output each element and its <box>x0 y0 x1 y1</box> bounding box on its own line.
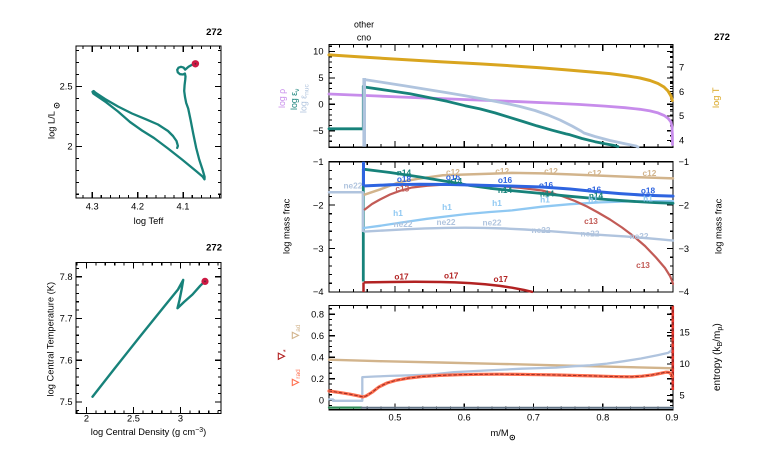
svg-text:o16: o16 <box>498 175 513 185</box>
svg-text:n14: n14 <box>498 185 513 195</box>
svg-text:ne22: ne22 <box>483 218 502 228</box>
svg-text:ne22: ne22 <box>394 219 413 229</box>
svg-text:7.6: 7.6 <box>60 356 73 366</box>
svg-text:0.8: 0.8 <box>311 309 324 319</box>
svg-text:other: other <box>354 19 374 29</box>
svg-text:−1: −1 <box>313 157 324 167</box>
svg-text:5: 5 <box>318 73 323 83</box>
svg-text:10: 10 <box>313 47 323 57</box>
svg-text:3: 3 <box>178 414 183 424</box>
svg-text:cno: cno <box>357 33 371 43</box>
svg-text:−4: −4 <box>679 287 690 297</box>
svg-text:0: 0 <box>318 100 323 110</box>
svg-text:h1: h1 <box>643 194 653 204</box>
svg-text:15: 15 <box>680 328 690 338</box>
svg-text:272: 272 <box>206 27 222 38</box>
svg-text:c12: c12 <box>495 166 509 176</box>
svg-text:c12: c12 <box>642 168 656 178</box>
svg-text:0.7: 0.7 <box>527 413 540 423</box>
svg-text:log Central Density (g cm−3): log Central Density (g cm−3) <box>91 427 206 437</box>
svg-text:0.2: 0.2 <box>311 374 324 384</box>
svg-text:o16: o16 <box>539 180 554 190</box>
svg-text:log mass frac: log mass frac <box>714 198 724 254</box>
svg-text:272: 272 <box>714 32 730 43</box>
svg-text:−2: −2 <box>313 200 324 210</box>
svg-text:n14: n14 <box>589 191 604 201</box>
svg-text:0.9: 0.9 <box>666 413 679 423</box>
svg-text:2: 2 <box>84 414 89 424</box>
svg-text:log T: log T <box>711 87 721 108</box>
svg-text:7.5: 7.5 <box>60 397 73 407</box>
svg-text:−3: −3 <box>679 244 690 254</box>
svg-text:c13: c13 <box>395 183 409 193</box>
svg-text:o17: o17 <box>494 274 509 284</box>
svg-text:o16: o16 <box>587 185 602 195</box>
svg-text:0.5: 0.5 <box>389 413 402 423</box>
svg-text:2.5: 2.5 <box>60 82 73 92</box>
svg-text:log εν: log εν <box>289 88 301 110</box>
svg-text:ne22: ne22 <box>630 231 649 241</box>
svg-text:4.2: 4.2 <box>131 202 144 212</box>
svg-text:ad: ad <box>295 324 302 332</box>
svg-text:n14: n14 <box>397 168 412 178</box>
svg-text:ne22: ne22 <box>532 225 551 235</box>
svg-text:0.6: 0.6 <box>311 331 324 341</box>
svg-text:h1: h1 <box>540 195 550 205</box>
svg-text:0: 0 <box>319 395 324 405</box>
svg-text:c13: c13 <box>636 260 650 270</box>
svg-text:−1: −1 <box>679 157 690 167</box>
svg-text:o18: o18 <box>641 185 656 195</box>
svg-text:7.7: 7.7 <box>60 314 73 324</box>
svg-text:*: * <box>281 349 290 352</box>
svg-text:−3: −3 <box>313 244 324 254</box>
svg-text:272: 272 <box>206 243 222 254</box>
svg-text:c12: c12 <box>588 168 602 178</box>
svg-text:rad: rad <box>295 369 302 379</box>
svg-text:ne22: ne22 <box>581 228 600 238</box>
svg-text:entropy (kB/mp): entropy (kB/mp) <box>712 323 724 391</box>
svg-text:o18: o18 <box>397 174 412 184</box>
svg-text:h1: h1 <box>588 194 598 204</box>
svg-text:−5: −5 <box>313 126 324 136</box>
svg-text:4.1: 4.1 <box>177 202 190 212</box>
svg-text:ne22: ne22 <box>437 217 456 227</box>
svg-text:0.4: 0.4 <box>311 352 324 362</box>
svg-text:−2: −2 <box>679 200 690 210</box>
svg-text:c13: c13 <box>584 216 598 226</box>
svg-text:log Central Temperature (K): log Central Temperature (K) <box>46 282 56 397</box>
svg-text:5: 5 <box>679 111 684 121</box>
svg-text:log mass frac: log mass frac <box>282 198 292 254</box>
svg-text:2: 2 <box>67 142 72 152</box>
svg-text:4.3: 4.3 <box>86 202 99 212</box>
svg-text:7.8: 7.8 <box>60 272 73 282</box>
svg-text:2.5: 2.5 <box>127 414 140 424</box>
svg-text:4: 4 <box>679 136 684 146</box>
svg-text:0.8: 0.8 <box>596 413 609 423</box>
svg-text:−4: −4 <box>313 287 324 297</box>
svg-text:10: 10 <box>680 359 690 369</box>
svg-text:o16: o16 <box>446 172 461 182</box>
svg-text:log ρ: log ρ <box>277 89 287 108</box>
svg-text:h1: h1 <box>492 198 502 208</box>
svg-text:log L/L: log L/L <box>47 111 57 139</box>
svg-text:ne22: ne22 <box>343 181 362 191</box>
svg-text:6: 6 <box>679 87 684 97</box>
svg-text:n14: n14 <box>448 176 463 186</box>
svg-text:h1: h1 <box>393 208 403 218</box>
svg-text:7: 7 <box>679 62 684 72</box>
svg-text:n14: n14 <box>540 189 555 199</box>
svg-text:c12: c12 <box>544 166 558 176</box>
svg-text:log Teff: log Teff <box>134 216 164 226</box>
svg-text:m/M: m/M <box>491 428 509 438</box>
svg-text:0.6: 0.6 <box>458 413 471 423</box>
svg-text:5: 5 <box>680 391 685 401</box>
svg-text:o17: o17 <box>394 271 409 281</box>
svg-text:h1: h1 <box>442 202 452 212</box>
svg-text:o17: o17 <box>444 270 459 280</box>
svg-text:c12: c12 <box>446 167 460 177</box>
